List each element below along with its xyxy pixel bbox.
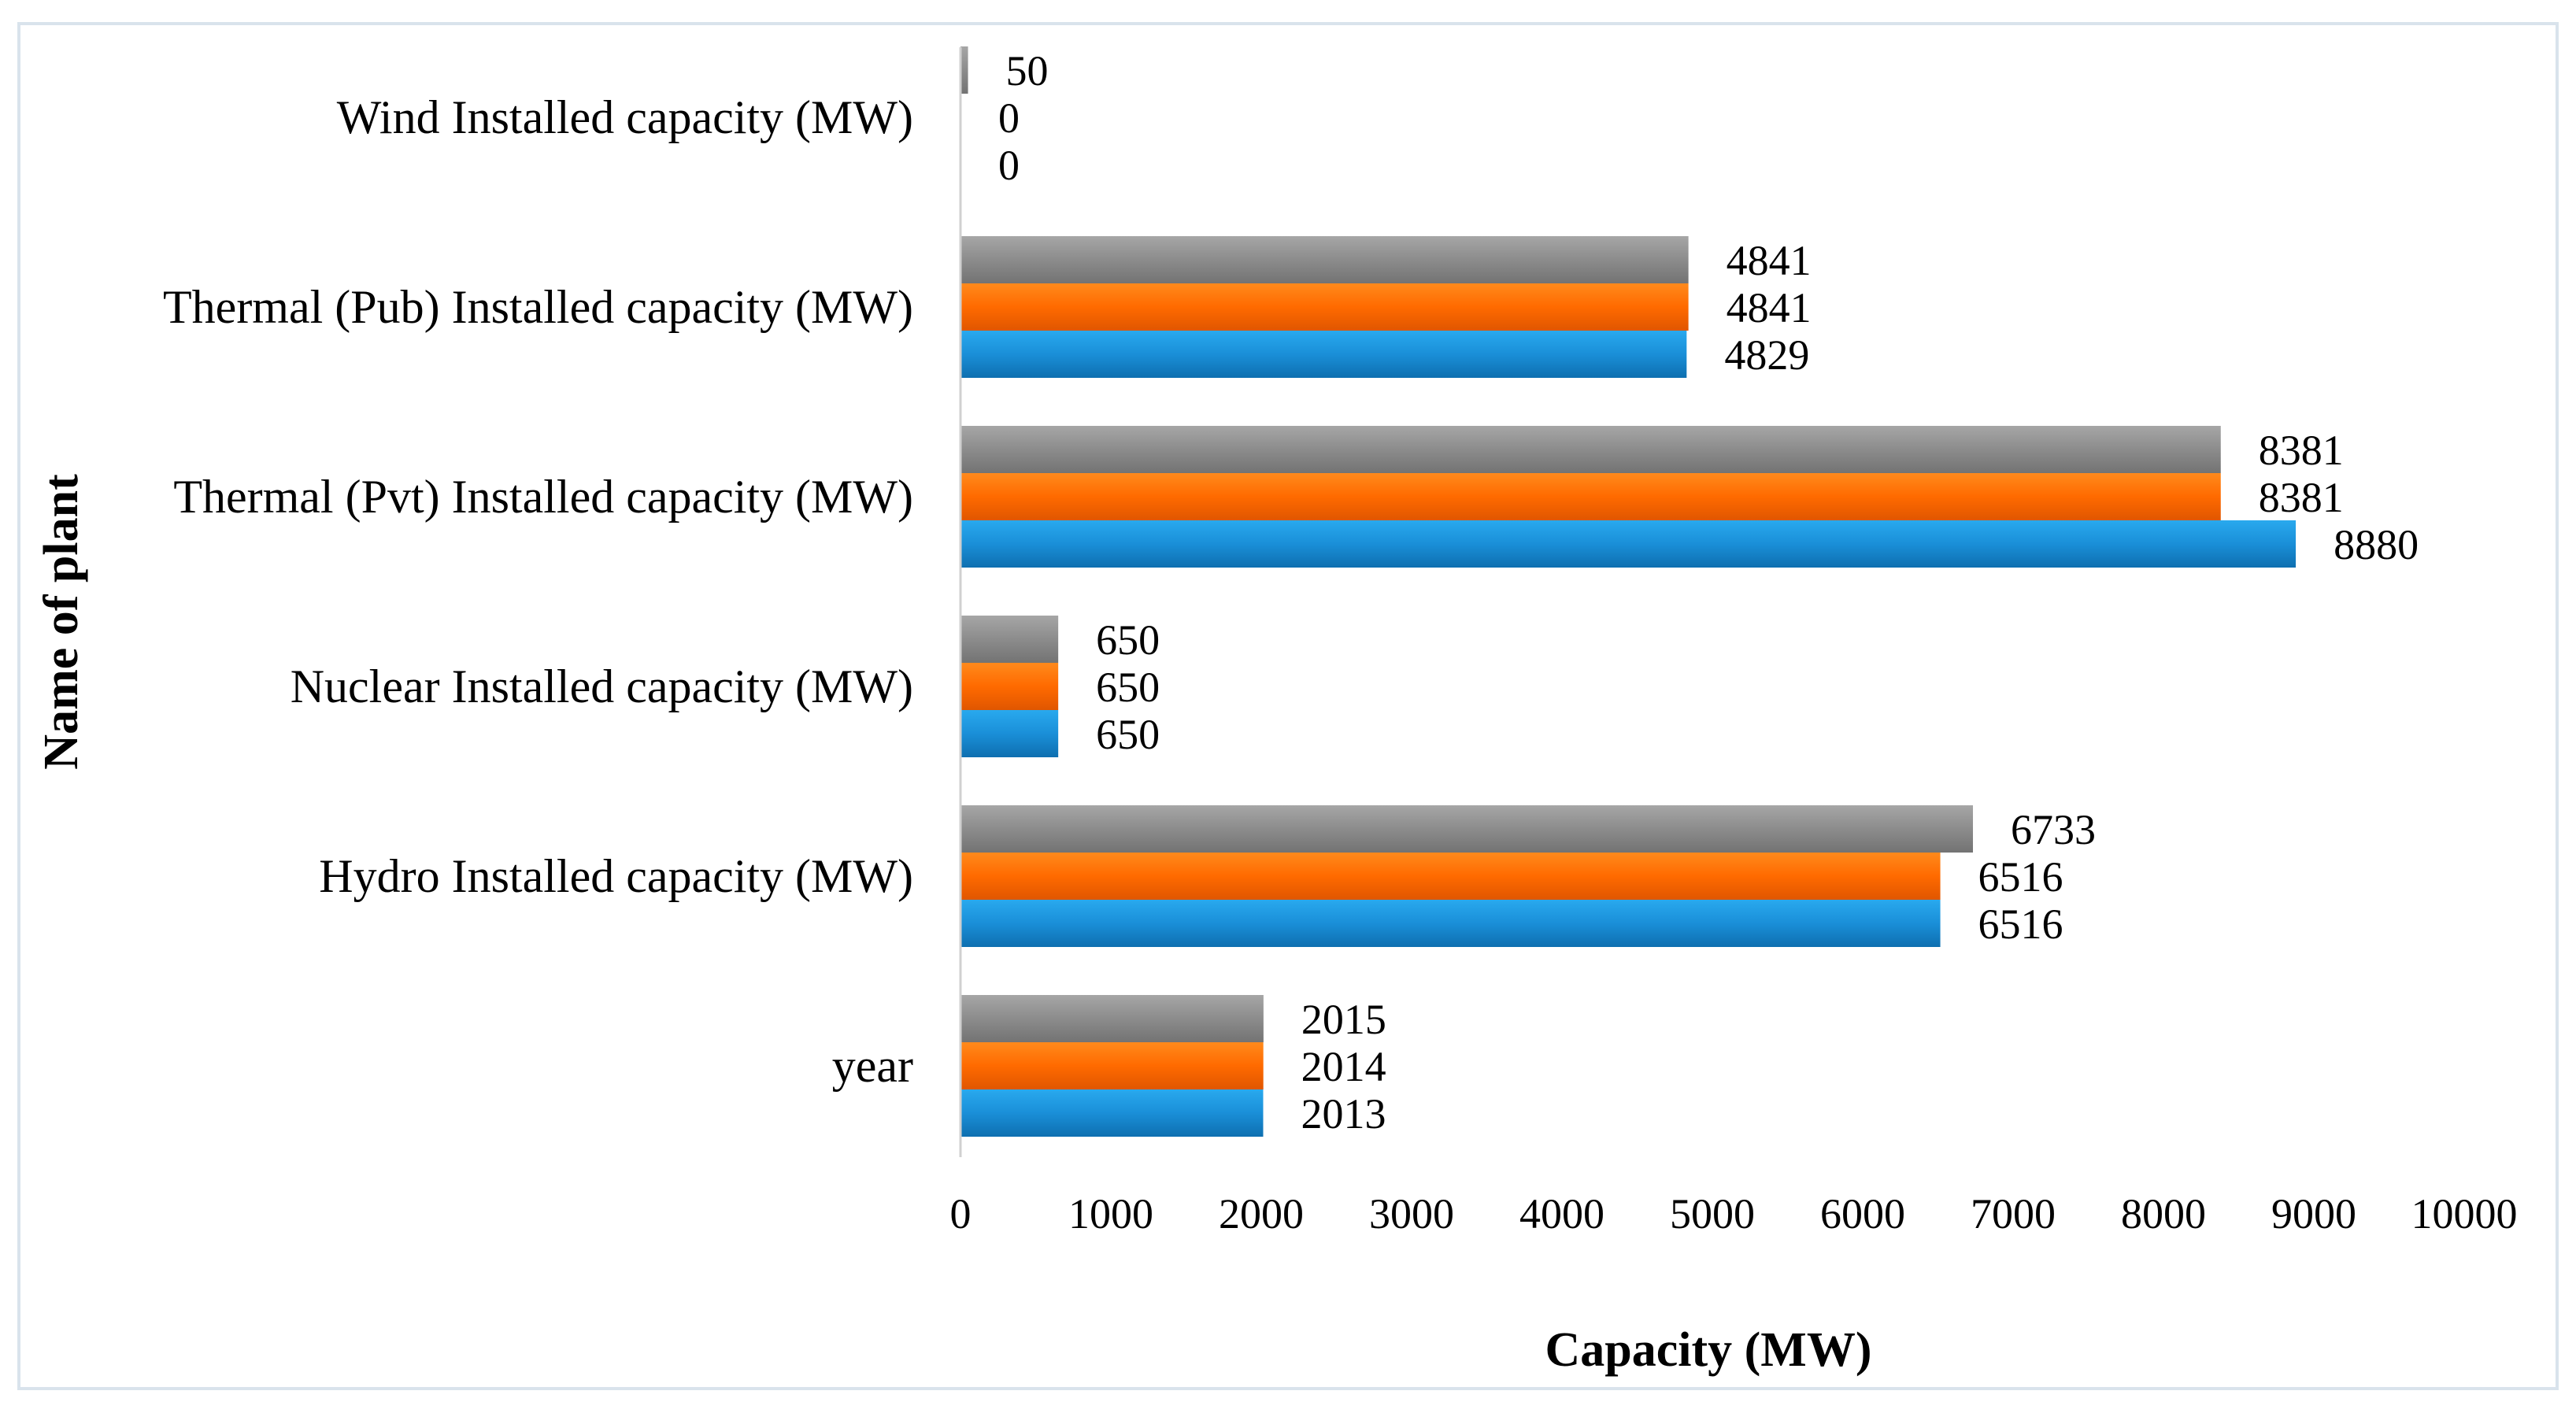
x-tick-label-7000: 7000 [1971,1190,2056,1237]
data-label-nuclear-installed-capacity-mw-2014: 650 [1096,664,1160,711]
bar-hydro-installed-capacity-mw-2014 [960,853,1941,900]
bar-thermal-pub-installed-capacity-mw-2014 [960,283,1689,331]
data-label-year-2015: 2015 [1301,996,1386,1043]
bar-year-2014 [960,1042,1264,1089]
data-label-hydro-installed-capacity-mw-2013: 6516 [1978,901,2063,948]
data-label-hydro-installed-capacity-mw-2015: 6733 [2011,806,2096,853]
data-label-thermal-pub-installed-capacity-mw-2014: 4841 [1727,284,1812,331]
bar-thermal-pvt-installed-capacity-mw-2014 [960,473,2221,520]
x-tick-label-0: 0 [950,1190,972,1237]
data-label-wind-installed-capacity-mw-2014: 0 [998,94,1020,142]
bar-nuclear-installed-capacity-mw-2015 [960,616,1059,663]
y-axis-title: Name of plant [35,474,88,770]
category-label-wind-installed-capacity-mw: Wind Installed capacity (MW) [337,91,913,143]
x-axis-title: Capacity (MW) [1545,1323,1872,1377]
x-tick-label-4000: 4000 [1519,1190,1604,1237]
x-tick-label-5000: 5000 [1670,1190,1755,1237]
x-tick-label-9000: 9000 [2271,1190,2356,1237]
x-tick-label-3000: 3000 [1369,1190,1454,1237]
x-tick-label-10000: 10000 [2411,1190,2518,1237]
data-label-hydro-installed-capacity-mw-2014: 6516 [1978,853,2063,901]
category-label-year: year [832,1040,913,1092]
category-label-thermal-pub-installed-capacity-mw: Thermal (Pub) Installed capacity (MW) [163,281,913,333]
data-label-thermal-pub-installed-capacity-mw-2013: 4829 [1724,331,1809,379]
category-label-thermal-pvt-installed-capacity-mw: Thermal (Pvt) Installed capacity (MW) [173,471,913,523]
data-label-wind-installed-capacity-mw-2013: 0 [998,142,1020,189]
category-label-hydro-installed-capacity-mw: Hydro Installed capacity (MW) [319,850,913,902]
x-tick-label-2000: 2000 [1219,1190,1304,1237]
data-label-year-2013: 2013 [1301,1090,1386,1137]
bar-nuclear-installed-capacity-mw-2013 [960,710,1059,757]
x-tick-label-1000: 1000 [1068,1190,1153,1237]
bar-nuclear-installed-capacity-mw-2014 [960,663,1059,710]
bar-year-2015 [960,995,1264,1042]
bar-wind-installed-capacity-mw-2015 [960,46,968,94]
bar-thermal-pvt-installed-capacity-mw-2013 [960,520,2297,568]
data-label-thermal-pub-installed-capacity-mw-2015: 4841 [1727,237,1812,284]
bar-thermal-pvt-installed-capacity-mw-2015 [960,426,2221,473]
data-label-thermal-pvt-installed-capacity-mw-2013: 8880 [2334,521,2419,568]
x-tick-label-8000: 8000 [2121,1190,2206,1237]
bar-thermal-pub-installed-capacity-mw-2015 [960,236,1689,283]
data-label-nuclear-installed-capacity-mw-2015: 650 [1096,616,1160,664]
bar-thermal-pub-installed-capacity-mw-2013 [960,331,1687,378]
x-tick-label-6000: 6000 [1820,1190,1905,1237]
category-label-nuclear-installed-capacity-mw: Nuclear Installed capacity (MW) [291,660,913,712]
data-label-year-2014: 2014 [1301,1043,1386,1090]
data-label-wind-installed-capacity-mw-2015: 50 [1006,47,1049,94]
data-label-thermal-pvt-installed-capacity-mw-2015: 8381 [2259,427,2344,474]
bar-hydro-installed-capacity-mw-2013 [960,900,1941,947]
bar-year-2013 [960,1089,1264,1137]
bar-hydro-installed-capacity-mw-2015 [960,805,1974,853]
data-label-thermal-pvt-installed-capacity-mw-2014: 8381 [2259,474,2344,521]
data-label-nuclear-installed-capacity-mw-2013: 650 [1096,711,1160,758]
